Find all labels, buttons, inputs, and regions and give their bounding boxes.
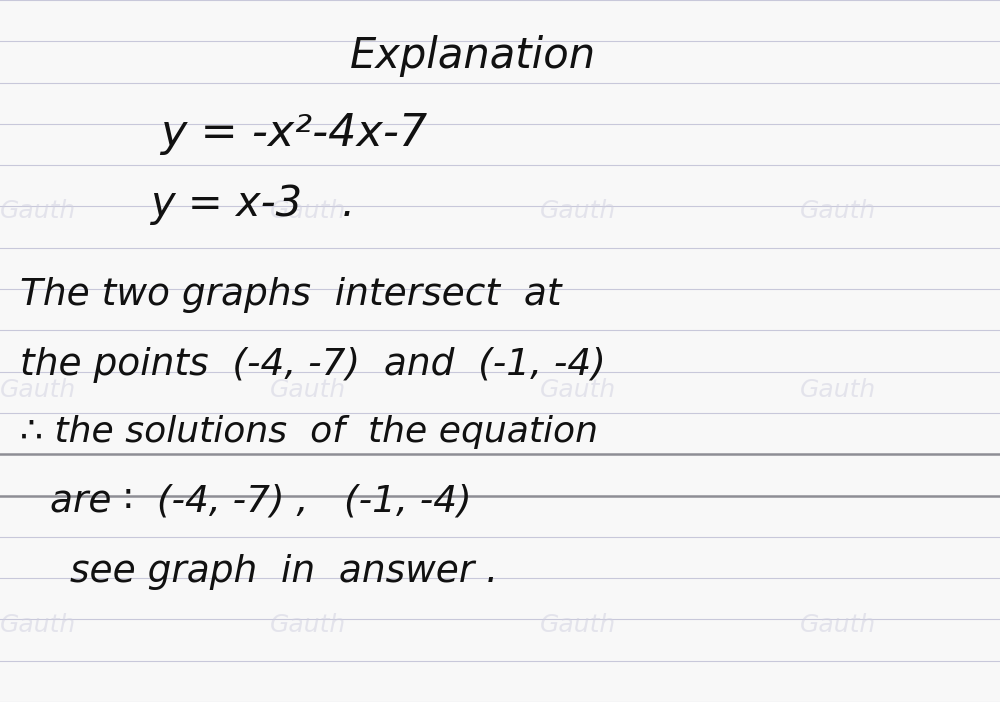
- Text: y = x-3   .: y = x-3 .: [150, 183, 355, 225]
- Text: Gauth: Gauth: [800, 199, 876, 223]
- Text: are ∶  (-4, -7) ,   (-1, -4): are ∶ (-4, -7) , (-1, -4): [50, 484, 472, 520]
- Text: the points  (-4, -7)  and  (-1, -4): the points (-4, -7) and (-1, -4): [20, 347, 606, 383]
- Text: Explanation: Explanation: [350, 35, 596, 77]
- Text: Gauth: Gauth: [540, 613, 616, 637]
- Text: Gauth: Gauth: [270, 199, 346, 223]
- Text: ∴ the solutions  of  the equation: ∴ the solutions of the equation: [20, 415, 598, 449]
- Text: Gauth: Gauth: [0, 199, 76, 223]
- Text: Gauth: Gauth: [800, 378, 876, 402]
- Text: y = -x²-4x-7: y = -x²-4x-7: [160, 112, 427, 155]
- Text: The two graphs  intersect  at: The two graphs intersect at: [20, 277, 562, 313]
- Text: Gauth: Gauth: [0, 378, 76, 402]
- Text: Gauth: Gauth: [540, 199, 616, 223]
- Text: Gauth: Gauth: [0, 613, 76, 637]
- Text: see graph  in  answer .: see graph in answer .: [70, 554, 498, 590]
- Text: Gauth: Gauth: [540, 378, 616, 402]
- Text: Gauth: Gauth: [800, 613, 876, 637]
- Text: Gauth: Gauth: [270, 613, 346, 637]
- Text: Gauth: Gauth: [270, 378, 346, 402]
